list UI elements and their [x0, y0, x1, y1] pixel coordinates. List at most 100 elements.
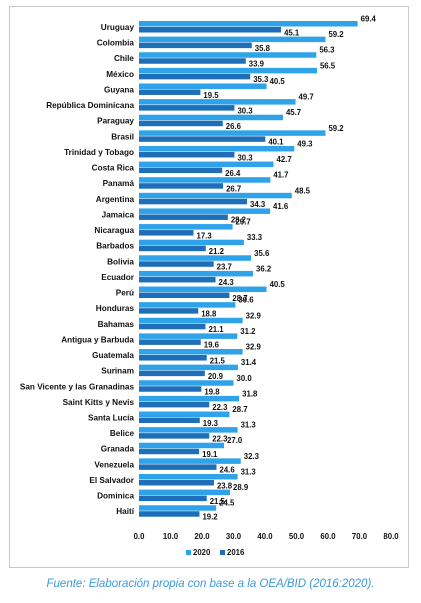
data-label-2016: 19.8: [204, 388, 220, 397]
data-label-2020: 59.2: [328, 124, 344, 133]
x-tick-label: 0.0: [134, 532, 146, 541]
data-label-2020: 49.7: [299, 93, 314, 102]
data-label-2020: 41.7: [273, 171, 288, 180]
bar-2020: [139, 270, 254, 277]
data-label-2016: 22.3: [212, 434, 228, 443]
data-label-2016: 30.3: [237, 106, 253, 115]
bar-2016: [139, 386, 202, 392]
bar-2020: [139, 21, 358, 27]
data-label-2020: 24.5: [219, 499, 235, 508]
x-tick-label: 20.0: [194, 532, 210, 541]
data-label-2020: 59.2: [328, 30, 344, 39]
bar-2020: [139, 473, 238, 480]
category-label: Venezuela: [94, 460, 134, 469]
category-labels: Uruguay Colombia Chile México Guyana Repúblic…: [20, 23, 135, 516]
bar-2016: [139, 261, 214, 267]
bar-2016: [139, 27, 282, 33]
x-tick-label: 10.0: [163, 532, 179, 541]
data-label-2016: 23.8: [217, 481, 233, 490]
data-label-2020: 27.0: [227, 436, 243, 445]
data-label-2016: 19.2: [202, 513, 218, 522]
x-axis: 0.0 10.0 20.0 30.0 40.0 50.0 60.0 70.0 80.0: [134, 532, 400, 541]
category-label: Bolivia: [107, 257, 134, 266]
legend: 2020 2016: [186, 548, 245, 557]
data-label-2020: 31.3: [241, 467, 257, 476]
bar-2016: [139, 245, 206, 252]
data-label-2020: 36.2: [256, 264, 272, 273]
data-label-2016: 19.3: [203, 419, 219, 428]
bar-2016: [139, 151, 235, 158]
bar-2020: [139, 286, 267, 293]
data-label-2020: 45.7: [286, 108, 301, 117]
category-label: Perú: [116, 289, 134, 298]
bar-2016: [139, 355, 207, 361]
data-label-2020: 31.2: [240, 327, 256, 336]
bar-2016: [139, 448, 200, 455]
data-label-2016: 18.8: [201, 309, 217, 318]
category-label: Granada: [101, 445, 135, 454]
data-label-2016: 19.6: [204, 341, 220, 350]
data-label-2016: 22.3: [212, 403, 228, 412]
data-label-2020: 30.6: [238, 296, 254, 305]
category-label: Belice: [110, 429, 135, 438]
bar-2020: [139, 427, 238, 433]
bar-2016: [139, 120, 223, 127]
bar-2020: [139, 489, 231, 496]
bar-2016: [139, 198, 248, 205]
bar-2016: [139, 292, 230, 299]
category-label: Chile: [114, 54, 134, 63]
data-label-2020: 31.3: [241, 421, 257, 430]
data-label-2016: 23.7: [217, 263, 232, 272]
bar-2020: [139, 145, 295, 152]
bar-2016: [139, 495, 207, 502]
bar-2016: [139, 401, 210, 408]
bar-2016: [139, 230, 194, 236]
bar-2020: [139, 239, 244, 246]
bar-2020: [139, 67, 317, 74]
category-label: Barbados: [96, 242, 134, 251]
bar-2020: [139, 224, 233, 230]
category-label: El Salvador: [89, 476, 134, 485]
category-label: Uruguay: [101, 23, 135, 32]
legend-label-2016: 2016: [227, 548, 245, 557]
bar-2016: [139, 417, 200, 423]
bar-2016: [139, 511, 200, 517]
x-tick-label: 50.0: [289, 532, 305, 541]
category-label: República Dominicana: [46, 101, 134, 110]
data-label-2016: 21.1: [208, 325, 224, 334]
category-label: Ecuador: [101, 273, 135, 282]
data-label-2016: 35.3: [253, 75, 269, 84]
bar-2016: [139, 433, 210, 439]
data-label-2020: 40.5: [270, 280, 286, 289]
bar-2020: [139, 114, 283, 121]
data-label-2020: 32.9: [246, 343, 262, 352]
data-label-2020: 33.3: [247, 233, 263, 242]
bar-2020: [139, 505, 217, 511]
data-label-2016: 30.3: [237, 153, 253, 162]
bar-2020: [139, 395, 240, 402]
category-label: México: [106, 70, 134, 79]
data-label-2020: 29.7: [236, 218, 251, 227]
category-label: Honduras: [96, 304, 135, 313]
data-label-2020: 31.4: [241, 358, 257, 367]
data-label-2016: 45.1: [284, 28, 300, 37]
bar-2016: [139, 105, 235, 111]
bar-2020: [139, 302, 236, 308]
category-label: Brasil: [111, 132, 134, 141]
category-label: Trinidad y Tobago: [64, 148, 134, 157]
category-label: Nicaragua: [94, 226, 134, 235]
data-label-2016: 35.8: [255, 44, 271, 53]
category-label: Haití: [116, 507, 134, 516]
x-tick-label: 70.0: [352, 532, 368, 541]
bar-2020: [139, 192, 292, 199]
bar-2020: [139, 208, 271, 214]
data-label-2016: 21.2: [209, 247, 225, 256]
bar-2016: [139, 464, 217, 470]
data-label-2020: 32.3: [244, 452, 260, 461]
data-label-2016: 21.5: [210, 497, 226, 506]
data-label-2016: 26.7: [226, 185, 241, 194]
bar-2016: [139, 339, 201, 345]
category-label: Colombia: [97, 39, 135, 48]
category-label: Bahamas: [98, 320, 135, 329]
bar-2016: [139, 183, 224, 189]
